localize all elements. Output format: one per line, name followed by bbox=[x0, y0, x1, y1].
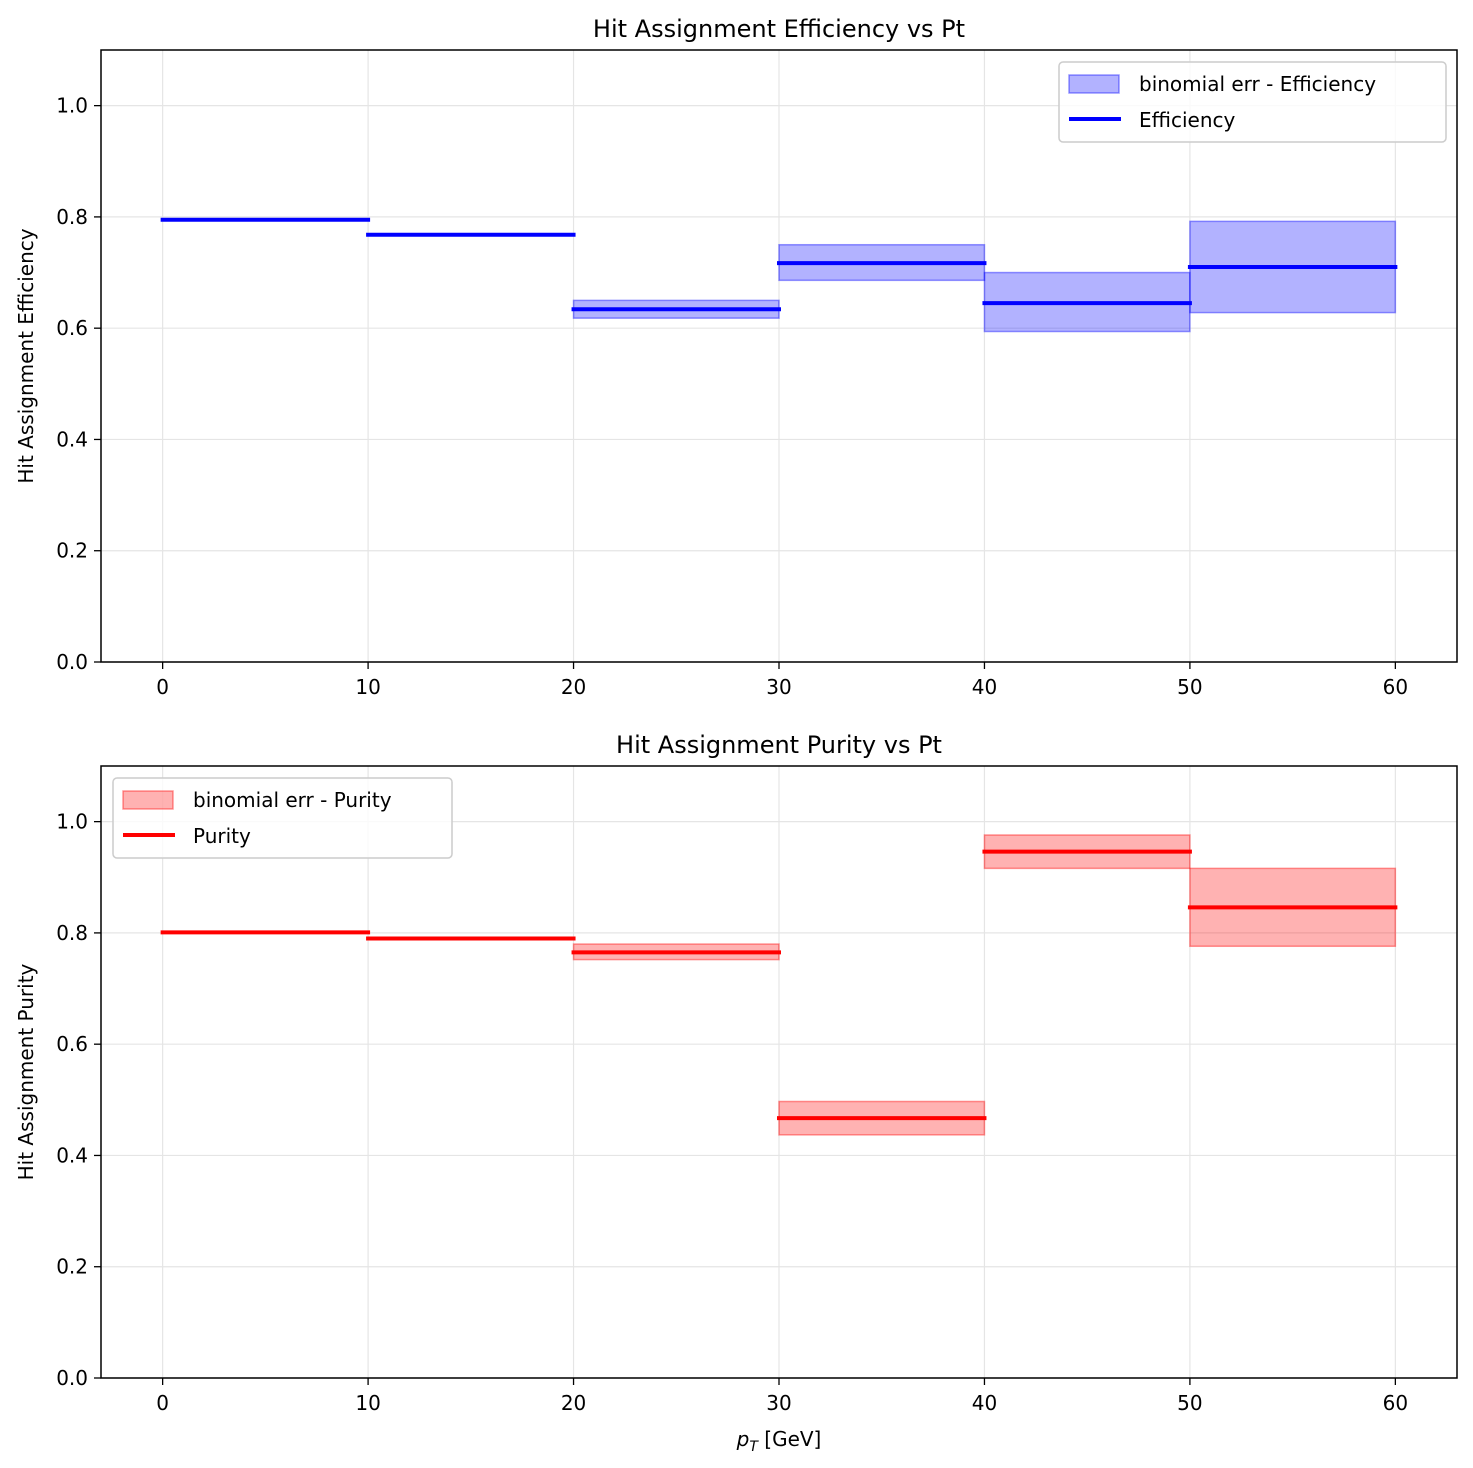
x-tick-label: 50 bbox=[1177, 675, 1202, 699]
x-axis-label-symbol: p bbox=[736, 1427, 750, 1451]
x-tick-label: 20 bbox=[561, 1391, 586, 1415]
legend-label-line: Purity bbox=[193, 824, 251, 848]
legend-box bbox=[1058, 61, 1447, 143]
x-tick-label: 20 bbox=[561, 675, 586, 699]
chart-title: Hit Assignment Efficiency vs Pt bbox=[593, 15, 965, 43]
x-axis-label: pT [GeV] bbox=[736, 1427, 822, 1455]
y-tick-label: 0.4 bbox=[56, 427, 88, 451]
x-tick-label: 30 bbox=[766, 675, 791, 699]
x-tick-label: 10 bbox=[355, 675, 380, 699]
y-tick-label: 0.4 bbox=[56, 1143, 88, 1167]
x-axis-label-unit: [GeV] bbox=[758, 1427, 821, 1451]
y-axis-label: Hit Assignment Efficiency bbox=[14, 228, 38, 483]
legend: binomial err - Purity Purity bbox=[112, 777, 453, 859]
x-tick-label: 40 bbox=[972, 675, 997, 699]
legend-swatch-band bbox=[1068, 74, 1120, 94]
x-tick-label: 60 bbox=[1383, 675, 1408, 699]
x-tick-label: 10 bbox=[355, 1391, 380, 1415]
y-tick-label: 0.8 bbox=[56, 921, 88, 945]
x-tick-label: 0 bbox=[156, 675, 169, 699]
chart-panel-1: 0 10 20 30 40 50 60 0.0 0.2 0.4 0.6 0.8 1.0 Hit Assig… bbox=[14, 15, 1458, 699]
y-tick-label: 0.2 bbox=[56, 539, 88, 563]
y-tick-label: 0.2 bbox=[56, 1255, 88, 1279]
x-axis-label-subscript: T bbox=[749, 1439, 759, 1455]
legend: binomial err - Efficiency Efficiency bbox=[1058, 61, 1447, 143]
y-tick-label: 0.8 bbox=[56, 205, 88, 229]
y-tick-label: 0.6 bbox=[56, 1032, 88, 1056]
y-tick-label: 0.0 bbox=[56, 1366, 88, 1390]
chart-title: Hit Assignment Purity vs Pt bbox=[616, 731, 942, 759]
y-tick-label: 1.0 bbox=[56, 94, 88, 118]
y-axis-label: Hit Assignment Purity bbox=[14, 963, 38, 1180]
chart-panel-2: 0 10 20 30 40 50 60 0.0 0.2 0.4 0.6 0.8 1.0 Hit Assig… bbox=[14, 731, 1458, 1455]
legend-label-band: binomial err - Efficiency bbox=[1139, 72, 1376, 96]
x-tick-label: 40 bbox=[972, 1391, 997, 1415]
x-tick-label: 50 bbox=[1177, 1391, 1202, 1415]
x-tick-label: 0 bbox=[156, 1391, 169, 1415]
legend-box bbox=[112, 777, 453, 859]
legend-swatch-band bbox=[122, 790, 174, 810]
y-tick-label: 1.0 bbox=[56, 810, 88, 834]
legend-label-band: binomial err - Purity bbox=[193, 788, 392, 812]
y-tick-label: 0.6 bbox=[56, 316, 88, 340]
x-tick-label: 60 bbox=[1383, 1391, 1408, 1415]
y-tick-label: 0.0 bbox=[56, 650, 88, 674]
x-tick-label: 30 bbox=[766, 1391, 791, 1415]
legend-label-line: Efficiency bbox=[1139, 108, 1236, 132]
